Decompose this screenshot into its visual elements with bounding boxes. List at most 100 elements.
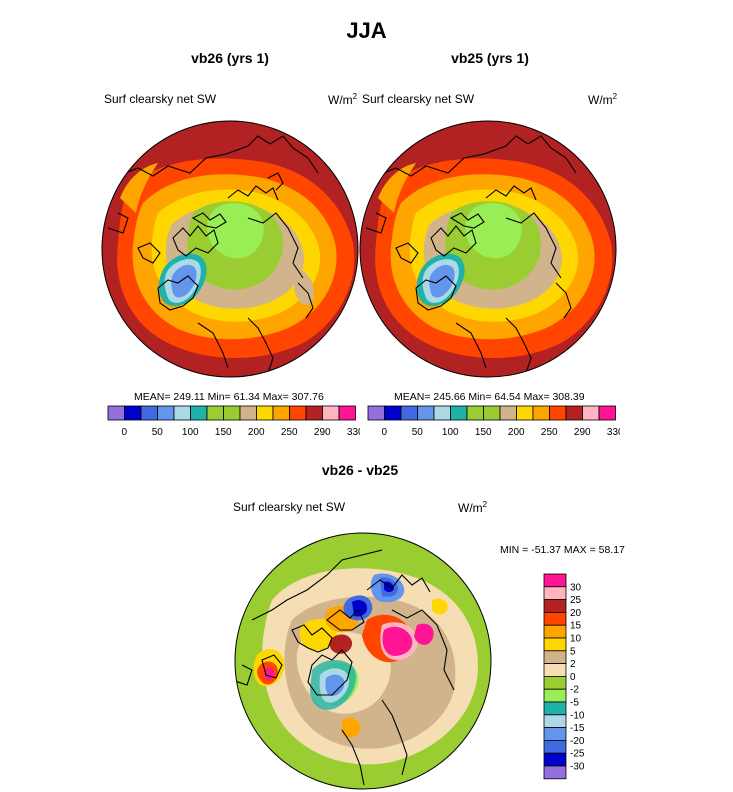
colorbar-box [543, 612, 567, 626]
diff-minmax: MIN = -51.37 MAX = 58.17 [500, 544, 625, 556]
colorbar-label: 0 [381, 427, 387, 438]
colorbar-labels: 0 50 100 150 200 250 290 330 [381, 427, 620, 438]
colorbar-label: 25 [570, 595, 582, 606]
colorbar-label: -10 [570, 710, 585, 721]
units-text: W/m [328, 93, 353, 107]
colorbar-vb26: 0 50 100 150 200 250 290 330 [107, 405, 360, 438]
top-maps [101, 120, 617, 378]
colorbar-box [124, 405, 142, 421]
colorbar-boxes [367, 405, 616, 421]
units-label-vb26: W/m2 [328, 92, 357, 107]
colorbar-box [543, 586, 567, 601]
colorbar-label: 200 [248, 427, 265, 438]
colorbar-box [190, 405, 208, 421]
colorbar-box [543, 573, 567, 588]
colorbar-box [289, 405, 307, 421]
polar-map-diff [235, 533, 491, 789]
panel-title-vb25: vb25 (yrs 1) [451, 50, 529, 66]
colorbar-label: 10 [570, 634, 582, 645]
colorbar-box [157, 405, 175, 421]
colorbar-box [549, 405, 567, 421]
colorbar-label: 250 [281, 427, 298, 438]
colorbar-box [272, 405, 290, 421]
colorbar-box [543, 650, 567, 665]
colorbar-box [173, 405, 191, 421]
colorbar-label: 150 [215, 427, 232, 438]
diff-units-label: W/m2 [458, 500, 487, 515]
colorbar-box [543, 624, 567, 639]
colorbar-box [543, 752, 567, 767]
colorbar-label: -2 [570, 685, 579, 696]
colorbar-box [322, 405, 340, 421]
colorbar-label: 50 [412, 427, 424, 438]
colorbar-label: 290 [314, 427, 331, 438]
colorbar-label: 15 [570, 621, 582, 632]
colorbar-box [206, 405, 224, 421]
colorbar-box [338, 405, 356, 421]
colorbar-label: 100 [182, 427, 199, 438]
polar-map-vb26 [102, 121, 358, 377]
coastlines-diff [235, 549, 455, 786]
colorbar-box [239, 405, 257, 421]
units-text: W/m [458, 501, 483, 515]
variable-label-vb25: Surf clearsky net SW [362, 92, 475, 106]
colorbar-box [466, 405, 484, 421]
colorbar-box [543, 765, 567, 780]
colorbar-box [543, 676, 567, 690]
stats-vb25: MEAN= 245.66 Min= 64.54 Max= 308.39 [394, 391, 585, 403]
colorbar-box [305, 405, 323, 421]
coastlines-vb25 [365, 135, 577, 375]
colorbar-box [543, 714, 567, 729]
colorbar-box [384, 405, 402, 421]
colorbar-box [543, 599, 567, 613]
colorbar-box [400, 405, 418, 421]
colorbar-box [223, 405, 241, 421]
colorbar-label: 250 [541, 427, 558, 438]
units-sup: 2 [352, 92, 358, 101]
colorbar-box [543, 727, 567, 741]
polar-map-vb25 [360, 121, 616, 377]
colorbar-boxes [107, 405, 356, 421]
colorbar-box [417, 405, 435, 421]
colorbar-box [499, 405, 517, 421]
colorbar-box [543, 663, 567, 677]
colorbar-box [140, 405, 158, 421]
units-sup: 2 [482, 500, 488, 509]
colorbar-label: 2 [570, 659, 576, 670]
variable-label-vb26: Surf clearsky net SW [104, 92, 217, 106]
coastlines-vb26 [107, 135, 319, 375]
colorbar-label: -5 [570, 698, 579, 709]
colorbar-label: -25 [570, 749, 585, 760]
colorbar-label: 290 [574, 427, 591, 438]
colorbar-label: 330 [607, 427, 620, 438]
colorbar-box [543, 739, 567, 754]
colorbar-label: 200 [508, 427, 525, 438]
colorbar-box [367, 405, 385, 421]
diff-variable-label: Surf clearsky net SW [233, 500, 346, 514]
colorbar-label: 150 [475, 427, 492, 438]
units-sup: 2 [612, 92, 618, 101]
colorbar-box [107, 405, 125, 421]
colorbar-box [433, 405, 451, 421]
colorbar-box [516, 405, 534, 421]
colorbar-label: 50 [152, 427, 164, 438]
colorbar-label: 30 [570, 582, 582, 593]
colorbar-box [543, 701, 567, 716]
diff-title: vb26 - vb25 [321, 462, 399, 478]
colorbar-box [565, 405, 583, 421]
colorbar-labels: 0 50 100 150 200 250 290 330 [121, 427, 360, 438]
colorbar-label: 330 [347, 427, 360, 438]
colorbar-label: 0 [570, 672, 576, 683]
colorbar-vb25: 0 50 100 150 200 250 290 330 [367, 405, 620, 438]
colorbar-box [598, 405, 616, 421]
figure-title: JJA [346, 18, 387, 43]
units-label-vb25: W/m2 [588, 92, 617, 107]
colorbar-label: 100 [442, 427, 459, 438]
colorbar-label: 0 [121, 427, 127, 438]
colorbar-boxes [543, 573, 567, 780]
colorbar-label: 20 [570, 608, 582, 619]
colorbar-box [532, 405, 550, 421]
colorbar-box [543, 688, 567, 703]
